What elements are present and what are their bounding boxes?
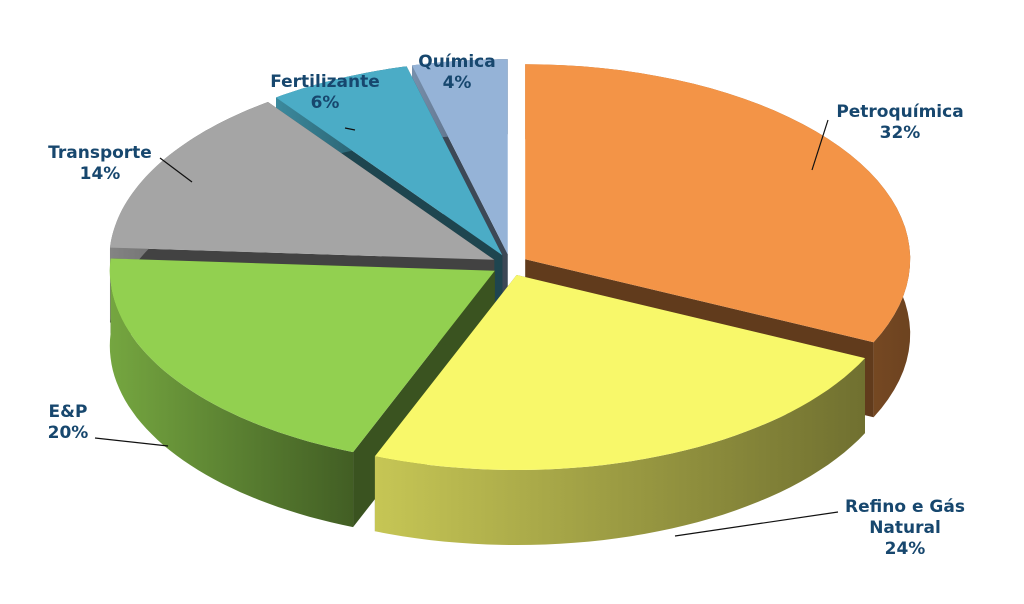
slice-label: Refino e Gás Natural 24% xyxy=(835,497,975,560)
slice xyxy=(276,66,503,256)
leader-line xyxy=(674,511,839,537)
slice-side xyxy=(374,358,865,545)
leader-line xyxy=(159,157,193,183)
value-label: 20% xyxy=(47,423,89,443)
value-label: 4% xyxy=(442,73,472,93)
category-label: Petroquímica xyxy=(836,102,964,122)
category-label: Fertilizante xyxy=(270,72,380,92)
leader-line xyxy=(811,119,829,171)
slice xyxy=(412,59,508,255)
slice-label: Fertilizante 6% xyxy=(255,72,395,114)
slice-label: Transporte 14% xyxy=(35,143,165,185)
category-label: E&P xyxy=(48,402,88,422)
category-label: Refino e Gás Natural xyxy=(845,497,965,538)
slice-label: E&P 20% xyxy=(28,402,108,444)
slice xyxy=(525,64,911,343)
slice-side xyxy=(109,258,354,528)
value-label: 14% xyxy=(79,164,121,184)
leader-line xyxy=(94,437,169,447)
leader-line xyxy=(344,127,356,131)
slice xyxy=(374,275,865,470)
category-label: Química xyxy=(418,52,496,72)
slice-label: Petroquímica 32% xyxy=(820,102,980,144)
value-label: 6% xyxy=(310,93,340,113)
slice xyxy=(110,102,495,260)
category-label: Transporte xyxy=(48,143,152,163)
value-label: 32% xyxy=(879,123,921,143)
slice xyxy=(109,258,495,453)
value-label: 24% xyxy=(884,539,926,559)
slice-label: Química 4% xyxy=(402,52,512,94)
